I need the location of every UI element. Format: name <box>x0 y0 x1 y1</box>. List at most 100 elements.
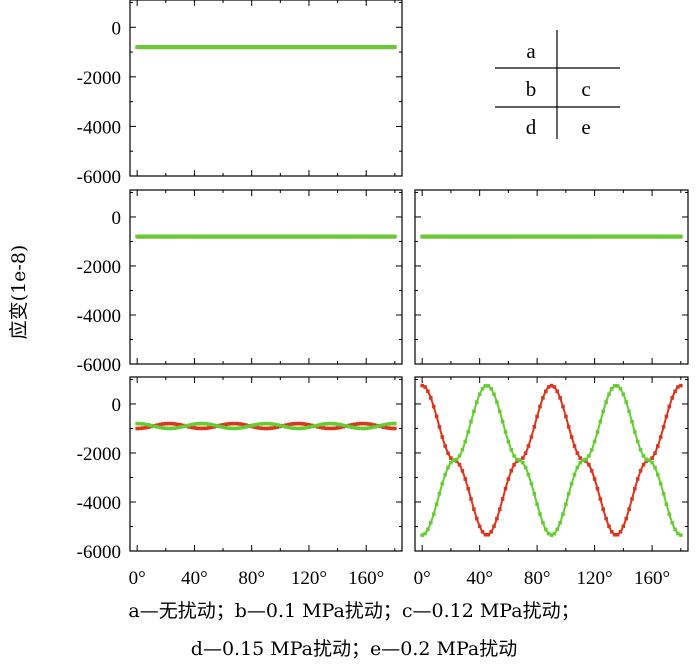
x-tick-label: 40° <box>181 568 208 589</box>
data-point <box>466 486 470 491</box>
data-point <box>387 422 391 426</box>
x-tick-label: 80° <box>524 568 551 589</box>
data-point <box>440 435 445 439</box>
data-point <box>483 234 488 239</box>
data-point <box>310 424 314 429</box>
data-point <box>344 424 348 428</box>
data-point <box>457 234 462 239</box>
data-point <box>457 454 462 458</box>
data-point <box>221 425 225 429</box>
data-point <box>569 435 574 439</box>
data-point <box>181 424 185 429</box>
data-point <box>252 234 257 239</box>
data-point <box>558 520 562 525</box>
data-point <box>209 422 214 427</box>
data-point <box>241 45 245 49</box>
data-point <box>143 234 148 239</box>
data-point <box>295 234 300 239</box>
data-point <box>460 469 465 473</box>
data-point <box>610 234 614 239</box>
data-point <box>247 424 251 429</box>
data-point <box>566 492 571 496</box>
data-point <box>229 45 234 49</box>
data-point <box>247 234 251 239</box>
data-point <box>221 45 225 49</box>
series-line-red <box>421 384 682 537</box>
data-point <box>635 439 640 444</box>
data-point <box>192 426 197 430</box>
data-point <box>426 389 430 394</box>
data-point <box>667 234 672 239</box>
data-point <box>615 384 620 388</box>
data-point <box>310 45 314 49</box>
data-point <box>612 532 617 537</box>
data-point <box>206 45 211 49</box>
data-point <box>423 385 427 389</box>
y-tick-label: 0 <box>112 208 122 229</box>
data-point <box>607 234 611 239</box>
data-point <box>431 234 436 239</box>
data-point <box>472 507 476 511</box>
data-point <box>440 481 445 486</box>
y-tick-label: -4000 <box>77 493 121 514</box>
data-point <box>335 422 340 426</box>
data-point <box>189 425 194 430</box>
data-point <box>555 527 559 532</box>
data-point <box>581 234 585 239</box>
data-point <box>221 234 225 239</box>
data-point <box>378 234 383 239</box>
data-point <box>521 234 525 239</box>
data-point <box>201 421 205 426</box>
x-tick-label: 120° <box>577 568 613 589</box>
data-point <box>667 512 672 516</box>
data-point <box>367 45 371 49</box>
data-point <box>370 45 374 49</box>
data-point <box>486 384 491 388</box>
data-point <box>538 404 542 409</box>
data-point <box>255 45 260 49</box>
data-point <box>327 45 331 49</box>
data-point <box>158 234 162 239</box>
x-tick-label: 40° <box>466 568 493 589</box>
data-point <box>146 234 151 239</box>
data-point <box>155 423 159 427</box>
data-point <box>373 425 377 429</box>
data-point <box>218 424 222 429</box>
data-point <box>264 426 268 431</box>
y-tick-label: -6000 <box>77 355 121 376</box>
data-point <box>618 530 623 534</box>
data-point <box>656 444 660 448</box>
data-point <box>164 234 168 239</box>
data-point <box>229 234 234 239</box>
data-point <box>304 426 308 430</box>
data-point <box>307 423 311 427</box>
data-point <box>621 392 626 397</box>
data-point <box>215 424 220 428</box>
data-point <box>269 234 274 239</box>
data-point <box>641 462 646 467</box>
data-point <box>327 426 331 431</box>
data-point <box>477 234 482 239</box>
data-point <box>332 234 337 239</box>
data-point <box>175 426 179 430</box>
data-point <box>143 425 148 430</box>
data-point <box>429 234 433 239</box>
data-point <box>224 422 228 427</box>
panels: 0 -2000 -4000 -6000 0 -2000 -4000 -6000 0 -2000 -4… <box>77 0 689 589</box>
data-point <box>463 477 468 481</box>
data-point <box>149 423 154 428</box>
data-point <box>598 234 603 239</box>
data-point <box>364 45 368 49</box>
data-point <box>541 520 545 525</box>
data-point <box>641 234 646 239</box>
data-point <box>477 392 482 397</box>
data-point <box>198 421 202 426</box>
data-point <box>658 234 663 239</box>
data-point <box>284 234 288 239</box>
data-point <box>261 421 265 426</box>
data-point <box>653 451 657 455</box>
data-point <box>469 234 473 239</box>
data-point <box>252 423 257 427</box>
data-point <box>350 234 354 239</box>
data-point <box>318 45 323 49</box>
